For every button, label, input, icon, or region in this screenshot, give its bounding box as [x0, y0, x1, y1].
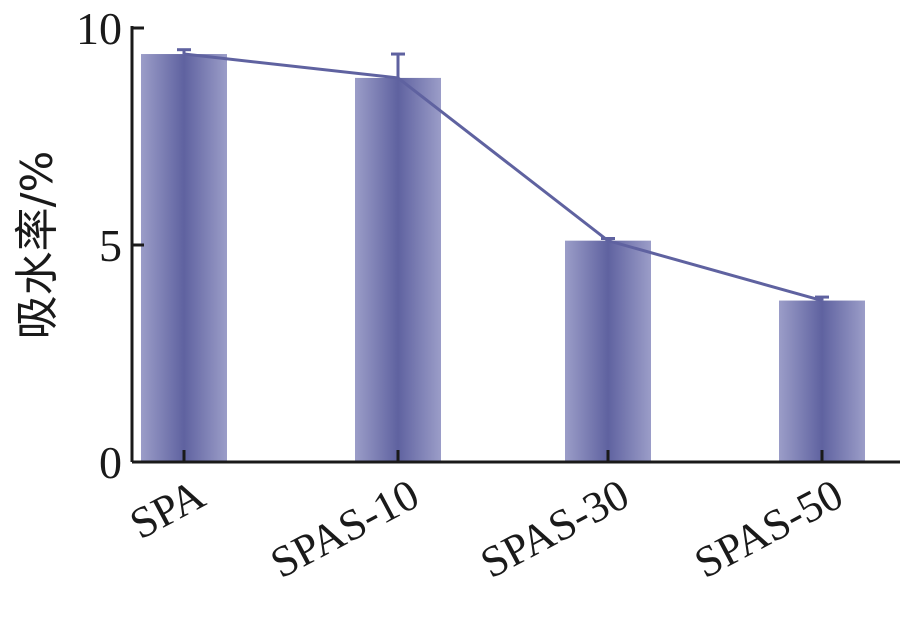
trend-line-layer [183, 52, 823, 302]
error-bars-layer [177, 48, 829, 301]
bar-spas-30 [565, 240, 651, 462]
bar-spas-10 [355, 77, 441, 462]
x-tick-label-spa: SPA [122, 469, 213, 548]
axes-layer [130, 26, 900, 464]
x-tick-label-spas-50: SPAS-50 [687, 470, 851, 588]
y-tick-label-0: 0 [99, 437, 122, 488]
y-tick-label-10: 10 [76, 3, 122, 54]
x-tick-label-spas-10: SPAS-10 [263, 470, 427, 588]
bars-layer [141, 54, 865, 462]
y-tick-label-5: 5 [99, 220, 122, 271]
error-bar-spas-10 [391, 52, 405, 78]
bar-spa [141, 54, 227, 462]
y-axis-title: 吸水率/% [12, 151, 63, 340]
bar-spas-50 [779, 300, 865, 462]
error-bar-spa [177, 48, 191, 55]
x-tick-label-spas-30: SPAS-30 [473, 470, 637, 588]
trend-line [183, 52, 823, 302]
